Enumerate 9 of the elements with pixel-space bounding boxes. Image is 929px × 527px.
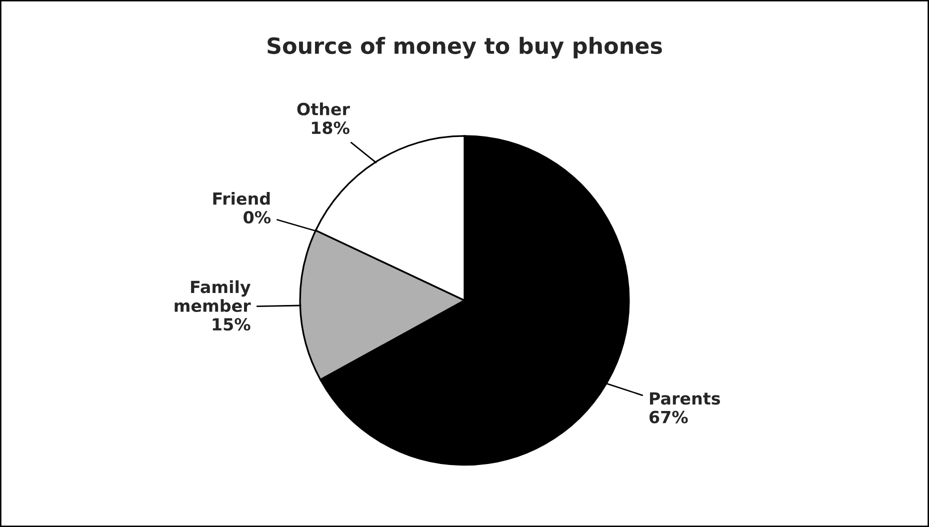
category-label: Friend <box>213 192 270 205</box>
chart-title: Source of money to buy phones <box>268 36 662 59</box>
data-label: 67% <box>650 410 688 424</box>
slice-label: Other <box>297 102 350 116</box>
slice-label: Parents <box>650 392 720 405</box>
data-label: 15% <box>212 318 250 331</box>
data-label: 18% <box>312 121 350 134</box>
slice-label: Family member <box>174 280 251 312</box>
text: 0% <box>244 210 271 224</box>
